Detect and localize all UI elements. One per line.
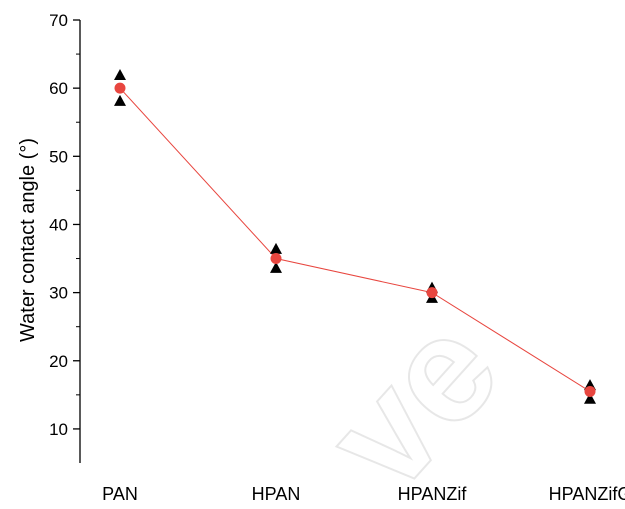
x-category-label: HPANZif — [398, 484, 468, 504]
y-tick-label: 20 — [49, 352, 68, 371]
y-tick-label: 50 — [49, 147, 68, 166]
y-tick-label: 60 — [49, 79, 68, 98]
data-point-triangle — [270, 242, 282, 254]
data-point-triangle — [114, 69, 126, 81]
y-tick-label: 30 — [49, 284, 68, 303]
y-tick-label: 10 — [49, 420, 68, 439]
series-line — [119, 87, 591, 392]
y-tick-label: 70 — [49, 11, 68, 30]
data-point-triangle — [114, 94, 126, 106]
x-category-label: HPAN — [252, 484, 301, 504]
plot-area — [114, 69, 596, 404]
data-point-circle — [584, 385, 596, 397]
data-point-triangle — [270, 261, 282, 273]
data-point-circle — [114, 82, 126, 94]
data-point-triangle — [584, 392, 596, 404]
y-tick-label: 40 — [49, 215, 68, 234]
y-axis-title: Water contact angle (°) — [17, 138, 39, 342]
x-category-label: HPANZifG — [549, 484, 625, 504]
data-point-circle — [270, 253, 282, 265]
axes: 10 20 30 40 50 60 70 PAN HPAN HPANZif HPANZifG — [49, 11, 625, 504]
watermark: ve — [294, 285, 530, 504]
data-point-circle — [426, 287, 438, 299]
x-category-label: PAN — [102, 484, 138, 504]
